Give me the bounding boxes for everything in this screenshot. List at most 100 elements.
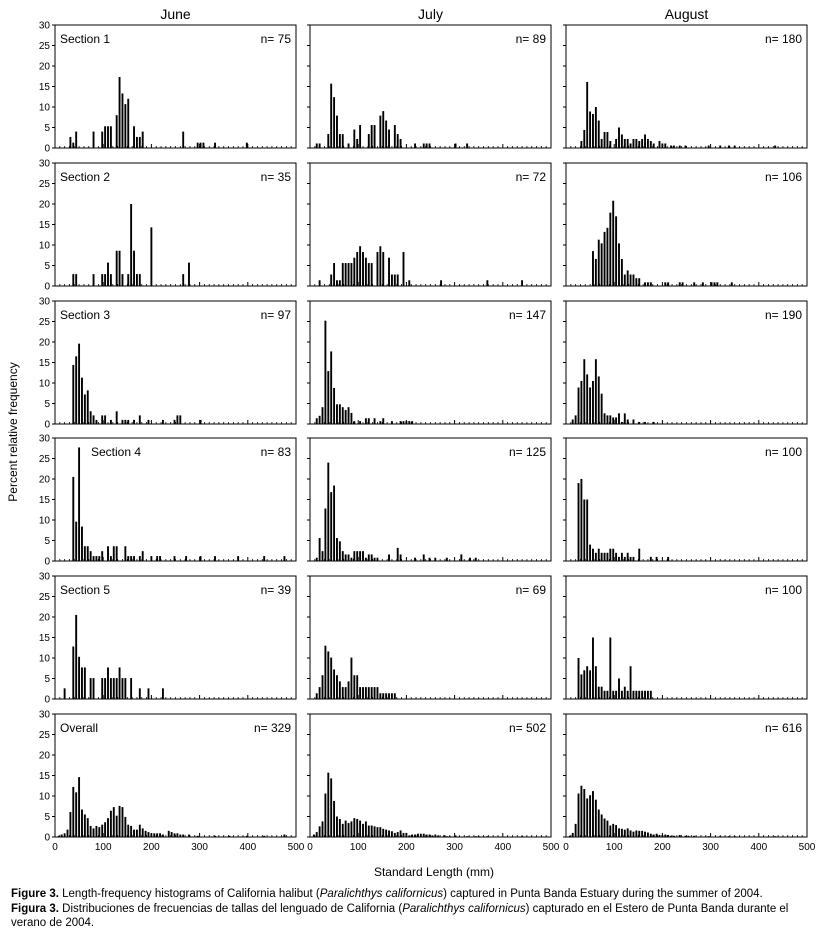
panel-section-1-july-bar-16 [382, 111, 385, 148]
panel-section-1-august-bar-11 [615, 138, 618, 148]
panel-section-3-june-bar-16 [133, 419, 135, 424]
panel-section-5-july-bar-18 [367, 687, 370, 699]
panel-section-3-august-bar-8 [594, 359, 597, 424]
panel-section-2-july-bar-18 [382, 251, 385, 286]
panel-section-5-august-bar-6 [594, 666, 597, 699]
caption-english-text-end: ) captured in Punta Banda Estuary during… [443, 888, 763, 900]
panel-section-5-july-bar-11 [347, 681, 350, 699]
panel-section-5-june-bar-19 [147, 688, 150, 699]
panel-section-2-july-bar-1 [330, 274, 333, 286]
panel-overall-august-x-tick-label-400: 400 [750, 842, 767, 853]
panel-section-2-august-bar-19 [649, 282, 652, 286]
panel-section-3-july-bar-1 [318, 415, 321, 424]
panel-section-4-july-bar-20 [373, 557, 376, 561]
panel-section-4-august-bar-13 [615, 552, 618, 561]
panel-section-5-july-sample-size: n= 69 [516, 583, 547, 597]
panel-section-3-june-y-tick-label-25: 25 [39, 317, 51, 328]
panel-overall-august-bar-28 [649, 833, 652, 837]
panel-section-3-august-bar-4 [583, 359, 586, 424]
panel-overall-august-bar-29 [652, 834, 655, 837]
panel-overall-july-bar-14 [353, 818, 356, 837]
panel-section-2-june-section-label: Section 2 [60, 170, 110, 184]
panel-section-1-june-bar-11 [124, 104, 127, 148]
panel-section-4-august-bar-2 [583, 499, 586, 561]
panel-section-3-june-y-tick-label-10: 10 [39, 379, 51, 390]
panel-section-5-august-bar-14 [618, 678, 620, 699]
panel-overall-august-bar-12 [603, 818, 606, 837]
panel-overall-july-x-tick-label-300: 300 [446, 842, 463, 853]
panel-section-2-august-bar-26 [710, 282, 713, 286]
panel-overall-august-bar-0 [568, 835, 571, 837]
panel-overall-june-bar-37 [167, 830, 170, 837]
panel-section-4-july-bar-6 [333, 485, 336, 561]
panel-section-5-july-bar-1 [318, 687, 321, 699]
panel-section-3-july-bar-2 [321, 407, 324, 424]
panel-section-3-june-y-tick-label-5: 5 [44, 399, 50, 410]
panel-section-5-july-bar-14 [356, 675, 359, 699]
panel-section-4-june-bar-26 [199, 556, 202, 561]
panel-section-5-july-bar-16 [362, 687, 364, 699]
panel-overall-june-x-tick-label-500: 500 [288, 842, 305, 853]
panel-section-3-august-bar-21 [638, 421, 641, 424]
panel-overall-june-bar-4 [69, 811, 72, 837]
panel-section-2-july-bar-20 [390, 274, 393, 286]
panel-section-1-august-bar-0 [580, 141, 583, 148]
panel-section-1-july-bar-12 [367, 134, 370, 148]
panel-overall-july-bar-44 [443, 835, 445, 837]
panel-section-2-june-bar-17 [188, 262, 190, 286]
panel-section-1-july-bar-9 [353, 129, 356, 148]
panel-section-5-august: n= 100 [563, 575, 808, 700]
panel-section-3-june-bar-4 [83, 394, 86, 424]
panel-section-2-june-bar-6 [109, 274, 112, 286]
panel-section-5-august-bar-11 [609, 637, 612, 699]
panel-section-4-july-bar-4 [327, 462, 330, 561]
panel-overall-june-bar-23 [124, 816, 127, 837]
panel-section-4-july-bar-2 [321, 551, 324, 561]
panel-overall-june-y-tick-label-10: 10 [39, 792, 51, 803]
caption-english-label: Figure 3. [11, 888, 59, 900]
panel-section-4-august-bar-12 [612, 548, 615, 561]
panel-overall-june-bar-8 [81, 809, 83, 837]
panel-section-1-july-bar-22 [414, 143, 416, 148]
panel-section-2-july-bar-24 [408, 280, 411, 286]
panel-section-3-june-bar-13 [121, 419, 124, 424]
panel-section-5-august-bar-15 [620, 690, 623, 699]
panel-section-4-june-y-tick-label-15: 15 [39, 495, 51, 506]
panel-section-5-july-bar-12 [350, 657, 353, 699]
panel-section-3-july-sample-size: n= 147 [509, 308, 546, 322]
panel-overall-june-bar-3 [66, 829, 69, 837]
panel-overall-july-bar-43 [437, 835, 440, 837]
panel-section-4-june: 0 5 10 15 20 25 30 Section 4 n= 83 [39, 434, 297, 568]
panel-section-1-june: 0 5 10 15 20 25 30 Section 1 n= 75 [39, 21, 297, 155]
panel-section-3-july-bar-18 [379, 421, 382, 424]
caption-spanish-text: Distribuciones de frecuencias de tallas … [58, 902, 403, 915]
panel-section-3-august-bar-13 [609, 415, 612, 424]
panel-section-4-june-bar-16 [127, 556, 130, 561]
panel-overall-june-bar-30 [144, 830, 147, 837]
panel-section-3-june-bar-18 [147, 419, 150, 424]
panel-section-4-july-bar-0 [315, 557, 318, 561]
panel-section-3-june-bar-1 [75, 356, 78, 424]
panel-section-5-june-y-tick-label-5: 5 [44, 674, 50, 685]
panel-section-2-july-bar-15 [370, 263, 373, 286]
panel-section-5-july-bar-10 [344, 687, 347, 699]
panel-section-5-august-bar-21 [638, 690, 641, 699]
panel-section-3-june-y-tick-label-30: 30 [39, 297, 51, 308]
panel-section-4-june-bar-22 [156, 556, 159, 561]
caption-spanish: Figura 3. Distribuciones de frecuencias … [11, 902, 823, 931]
panel-section-4-june-bar-3 [81, 526, 83, 561]
panel-overall-july-bar-15 [356, 818, 359, 837]
panel-overall-june-bar-38 [170, 832, 173, 837]
panel-section-4-june-bar-28 [237, 556, 240, 561]
panel-section-5-july-bar-7 [336, 675, 338, 699]
panel-section-3-june-bar-10 [104, 415, 107, 424]
panel-section-2-june-bar-4 [104, 274, 107, 286]
panel-section-1-june-y-tick-label-15: 15 [39, 82, 51, 93]
panel-section-2-august-bar-27 [713, 282, 716, 286]
panel-section-1-august-bar-4 [592, 113, 594, 148]
panel-section-2-july-bar-19 [388, 257, 390, 286]
panel-section-4-june-bar-10 [101, 551, 104, 561]
panel-overall-june-bar-35 [159, 833, 161, 837]
panel-section-4-august-bar-11 [609, 548, 612, 561]
panel-overall-july-bar-10 [341, 823, 344, 837]
